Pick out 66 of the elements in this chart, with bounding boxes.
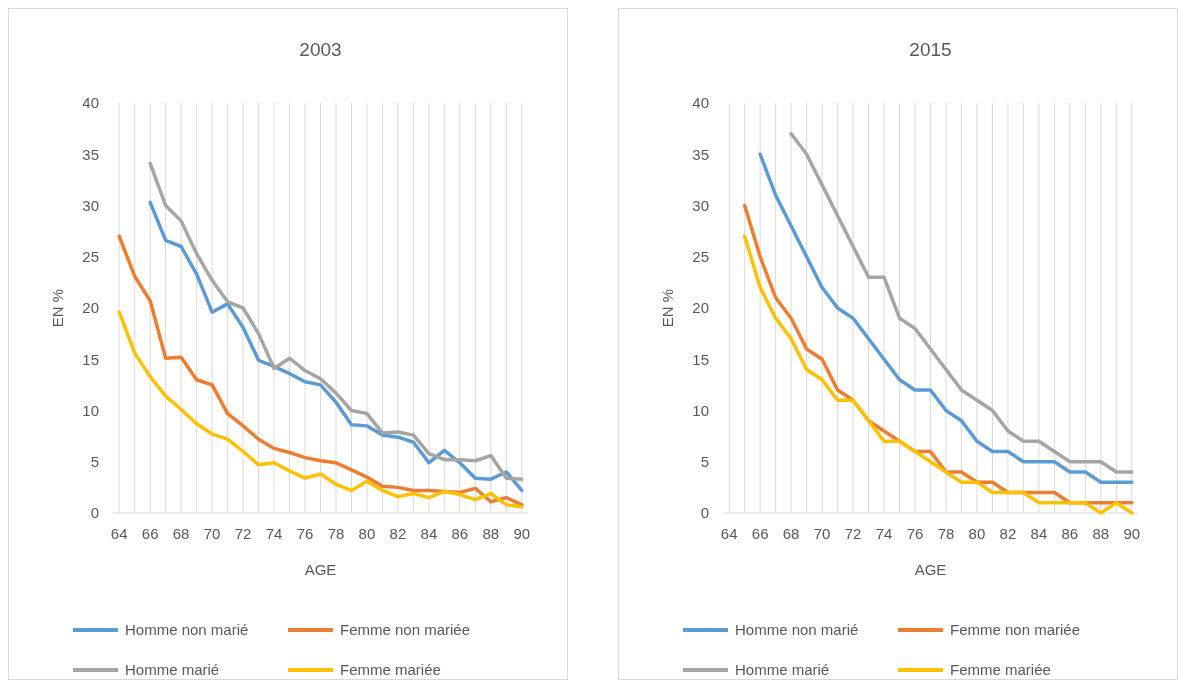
x-tick-label: 88: [1092, 525, 1110, 542]
y-tick-label: 25: [692, 248, 709, 265]
y-tick-label: 30: [692, 196, 709, 214]
x-tick-label: 68: [782, 525, 800, 542]
legend-label: Homme marié: [735, 661, 830, 679]
x-tick-label: 84: [1030, 525, 1048, 542]
x-tick-label: 74: [875, 525, 893, 542]
x-tick-label: 72: [844, 525, 862, 542]
x-tick-label: 64: [720, 525, 738, 542]
line-series: [758, 152, 1134, 484]
x-tick-label: 66: [141, 525, 159, 542]
y-axis-title: EN %: [659, 288, 676, 328]
legend-label: Homme non marié: [125, 621, 249, 639]
line-series: [148, 200, 524, 493]
x-axis-title: AGE: [304, 561, 337, 578]
y-tick-label: 30: [82, 196, 99, 214]
y-tick-label: 15: [82, 350, 99, 368]
y-tick-label: 5: [700, 453, 709, 470]
y-tick-label: 0: [90, 504, 99, 522]
x-axis-title: AGE: [914, 561, 947, 578]
x-tick-label: 78: [327, 525, 345, 542]
x-tick-label: 70: [813, 525, 831, 542]
x-tick-label: 66: [751, 525, 769, 542]
y-tick-label: 35: [692, 145, 709, 163]
y-tick-label: 10: [82, 401, 99, 419]
line-series: [148, 161, 524, 481]
x-tick-label: 76: [906, 525, 924, 542]
y-tick-label: 25: [82, 248, 99, 265]
y-tick-label: 20: [692, 299, 709, 317]
x-tick-label: 90: [513, 525, 531, 542]
y-tick-label: 5: [90, 453, 99, 470]
x-tick-label: 86: [1061, 525, 1079, 542]
y-tick-label: 20: [82, 299, 99, 317]
y-tick-label: 40: [82, 94, 99, 112]
x-tick-label: 86: [451, 525, 469, 542]
x-tick-label: 70: [203, 525, 221, 542]
chart-title: 2015: [909, 39, 952, 60]
chart-title: 2003: [299, 39, 342, 60]
legend-label: Femme non mariée: [340, 621, 471, 639]
y-axis-title: EN %: [49, 288, 66, 328]
x-tick-label: 84: [420, 525, 438, 542]
x-tick-label: 82: [389, 525, 407, 542]
y-tick-label: 35: [82, 145, 99, 163]
y-tick-label: 40: [692, 94, 709, 112]
legend-label: Homme non marié: [735, 621, 859, 639]
line-series: [789, 132, 1134, 474]
x-tick-label: 72: [234, 525, 252, 542]
line-series: [117, 310, 524, 509]
line-series: [117, 234, 524, 507]
y-tick-label: 10: [692, 401, 709, 419]
y-tick-label: 15: [692, 350, 709, 368]
x-tick-label: 76: [296, 525, 314, 542]
x-tick-label: 80: [968, 525, 986, 542]
x-tick-label: 78: [937, 525, 955, 542]
x-tick-label: 90: [1123, 525, 1141, 542]
x-tick-label: 74: [265, 525, 283, 542]
legend-label: Homme marié: [125, 661, 220, 679]
x-tick-label: 82: [999, 525, 1017, 542]
y-tick-label: 0: [700, 504, 709, 522]
x-tick-label: 88: [482, 525, 500, 542]
x-tick-label: 80: [358, 525, 376, 542]
legend-label: Femme non mariée: [950, 621, 1081, 639]
x-tick-label: 64: [110, 525, 128, 542]
x-tick-label: 68: [172, 525, 190, 542]
legend-label: Femme mariée: [340, 661, 441, 679]
legend-label: Femme mariée: [950, 661, 1051, 679]
